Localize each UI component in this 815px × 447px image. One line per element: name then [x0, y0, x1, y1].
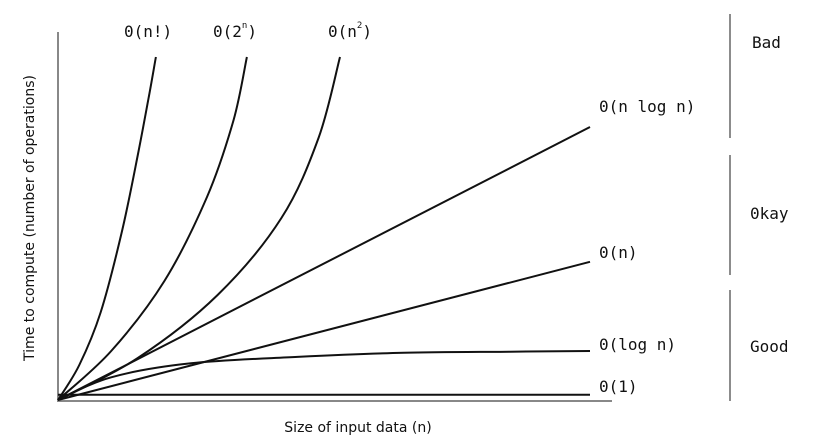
- series-line-linear: [57, 260, 591, 401]
- series-label-linearithmic: 0(n log n): [599, 97, 695, 116]
- category-okay-label: 0kay: [750, 204, 789, 223]
- category-good-label: Good: [750, 337, 789, 356]
- x-axis-title: Size of input data (n): [284, 420, 431, 436]
- series-line-logarithmic: [57, 350, 591, 401]
- series-line-exponential: [57, 56, 248, 401]
- series-line-factorial: [57, 56, 157, 401]
- series-line-quadratic: [57, 56, 341, 401]
- series-label-exponential: 0(2n): [213, 21, 257, 41]
- y-axis-title: Time to compute (number of operations): [22, 75, 38, 362]
- series-line-linearithmic: [57, 126, 591, 401]
- category-bad-label: Bad: [752, 33, 781, 52]
- series-label-logarithmic: 0(log n): [599, 335, 676, 354]
- series-label-constant: 0(1): [599, 377, 638, 396]
- series-label-factorial: 0(n!): [124, 22, 172, 41]
- series-label-linear: 0(n): [599, 243, 638, 262]
- series-label-quadratic: 0(n2): [328, 21, 372, 41]
